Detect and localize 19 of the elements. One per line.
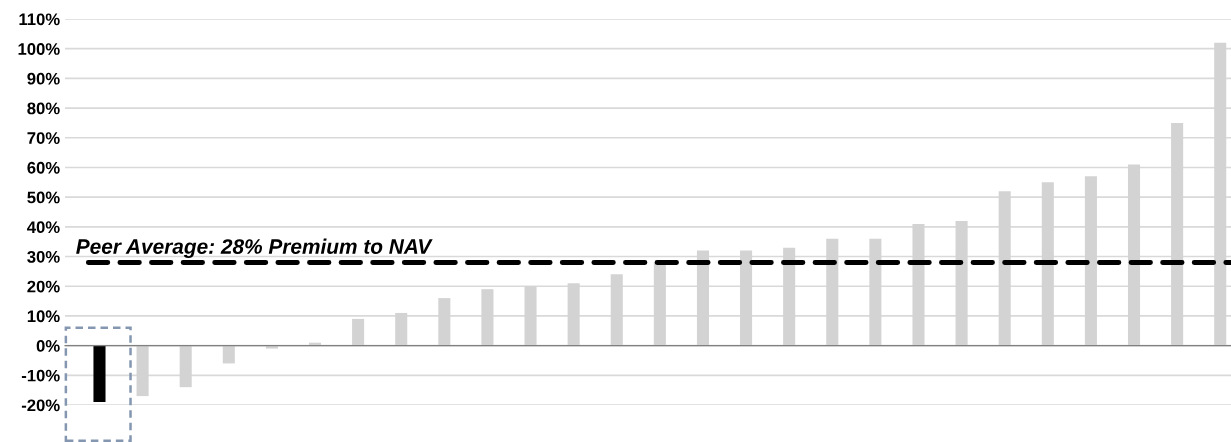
- y-tick-label: 30%: [27, 250, 60, 263]
- y-tick-label: 40%: [27, 221, 60, 234]
- y-tick-label: 90%: [27, 72, 60, 85]
- y-tick-label: 20%: [27, 280, 60, 293]
- y-tick-label: -10%: [21, 369, 60, 382]
- y-tick-label: 80%: [27, 102, 60, 115]
- ref-line-label: Peer Average: 28% Premium to NAV: [76, 238, 433, 259]
- y-tick-label: 50%: [27, 191, 60, 204]
- bar: [265, 345, 278, 349]
- y-tick-label: 0%: [36, 340, 60, 352]
- y-tick-label: 100%: [18, 43, 60, 55]
- bar: [222, 345, 235, 364]
- y-tick-label: 60%: [27, 161, 60, 174]
- y-tick-label: -20%: [21, 399, 60, 412]
- y-tick-label: 10%: [27, 310, 60, 323]
- bar: [93, 345, 106, 403]
- y-tick-label: 70%: [27, 132, 60, 144]
- y-tick-label: 110%: [19, 13, 60, 26]
- bar: [352, 318, 365, 346]
